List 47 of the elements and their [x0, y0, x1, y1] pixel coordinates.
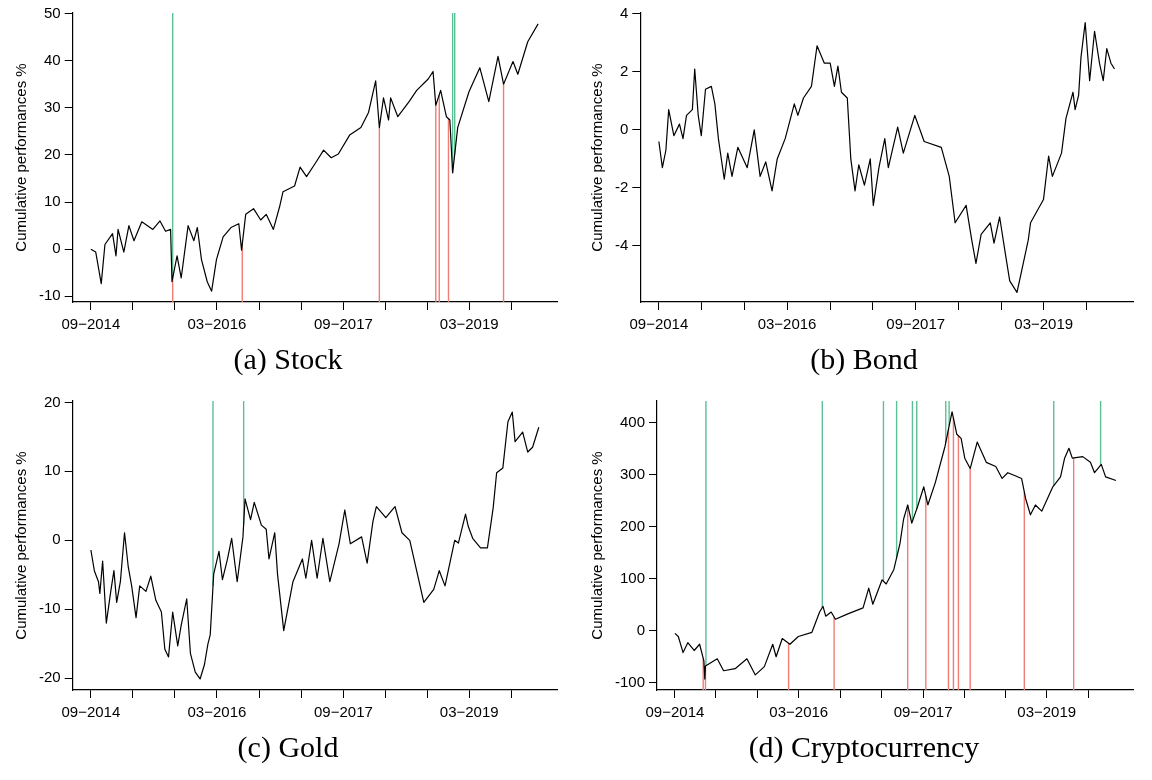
y-tick-label: 300: [619, 464, 646, 482]
y-axis-title: Cumulative performances %: [12, 451, 30, 640]
x-tick-label: 03−2019: [439, 315, 499, 333]
x-tick-label: 09−2014: [61, 703, 121, 721]
x-tick-label: 09−2014: [645, 703, 705, 721]
text: (a) Stock: [233, 342, 343, 376]
x-tick-label: 09−2017: [314, 315, 373, 333]
y-axis-title: Cumulative performances %: [588, 63, 606, 252]
text: (c) Gold: [237, 730, 339, 764]
y-tick-label: -100: [614, 672, 646, 690]
x-tick-label: 03−2019: [1017, 703, 1077, 721]
y-tick-label: -4: [614, 236, 629, 254]
x-tick-label: 09−2014: [61, 315, 121, 333]
y-axis-title: Cumulative performances %: [12, 63, 30, 252]
text: (b) Bond: [810, 342, 918, 376]
x-tick-label: 03−2019: [1014, 315, 1074, 333]
y-tick-label: 20: [43, 392, 61, 410]
y-tick-label: 20: [43, 145, 61, 163]
x-tick-label: 03−2016: [187, 703, 247, 721]
x-tick-label: 03−2016: [769, 703, 829, 721]
y-tick-label: 50: [43, 3, 61, 21]
y-axis-title: Cumulative performances %: [588, 451, 606, 640]
y-tick-label: -10: [38, 599, 61, 617]
y-tick-label: -2: [614, 178, 629, 196]
y-tick-label: -20: [38, 668, 61, 686]
y-tick-label: 0: [52, 530, 61, 548]
y-tick-label: 0: [636, 620, 646, 638]
x-tick-label: 03−2019: [439, 703, 499, 721]
x-tick-label: 03−2016: [187, 315, 247, 333]
y-tick-label: -10: [38, 286, 61, 304]
x-tick-label: 09−2014: [629, 315, 689, 333]
y-tick-label: 0: [619, 120, 629, 138]
y-tick-label: 2: [619, 62, 629, 80]
y-tick-label: 100: [619, 568, 646, 586]
x-tick-label: 03−2016: [757, 315, 817, 333]
x-tick-label: 09−2017: [314, 703, 373, 721]
x-tick-label: 09−2017: [886, 315, 946, 333]
text: (d) Cryptocurrency: [748, 730, 980, 764]
y-tick-label: 30: [43, 97, 61, 115]
y-tick-label: 10: [43, 461, 61, 479]
y-tick-label: 400: [619, 412, 646, 430]
y-tick-label: 40: [43, 50, 61, 68]
y-tick-label: 10: [43, 192, 61, 210]
y-tick-label: 200: [619, 516, 646, 534]
y-tick-label: 0: [52, 239, 61, 257]
x-tick-label: 09−2017: [893, 703, 953, 721]
y-tick-label: 4: [619, 4, 629, 22]
